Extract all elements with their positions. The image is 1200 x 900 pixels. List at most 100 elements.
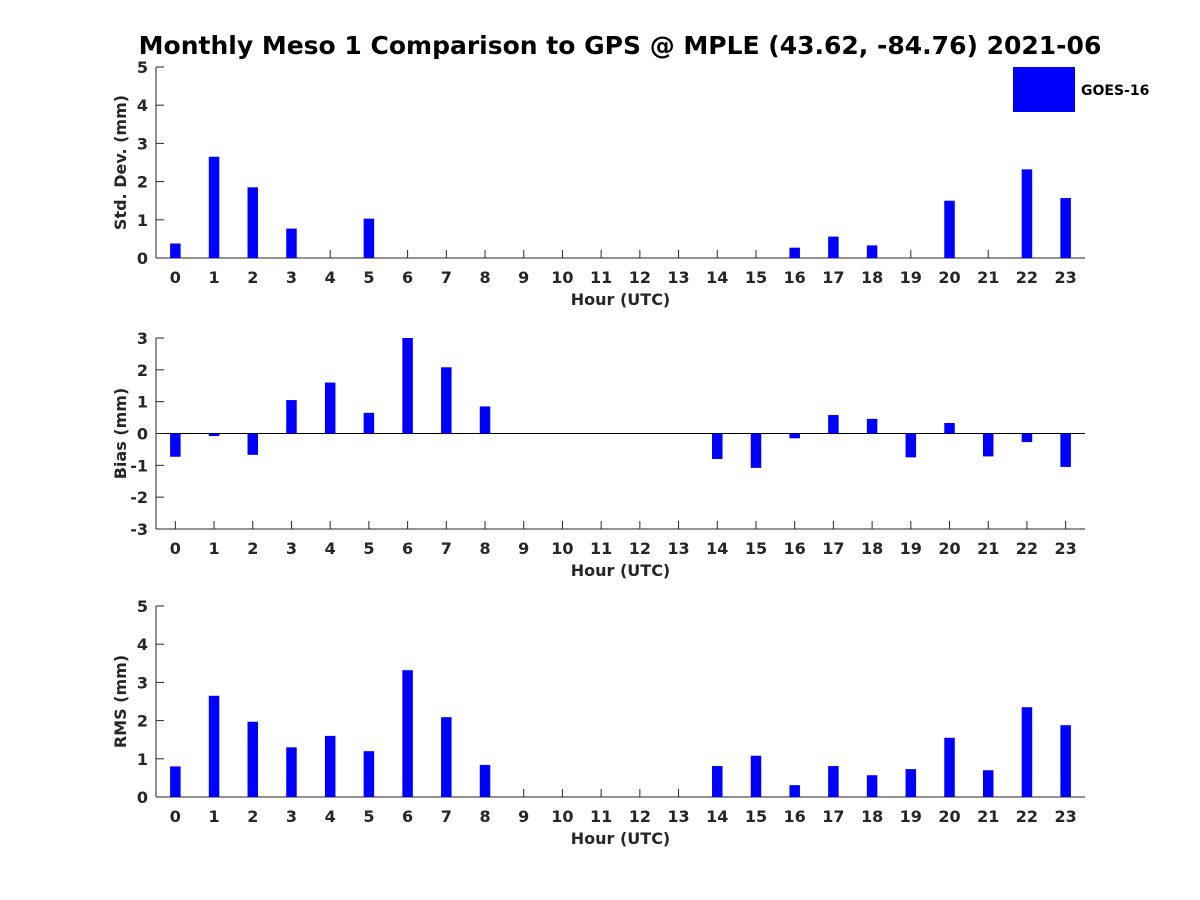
x-tick-label: 4 (325, 539, 336, 558)
x-tick-label: 17 (822, 268, 844, 287)
x-tick-label: 17 (822, 807, 844, 826)
x-tick-label: 3 (286, 268, 297, 287)
bar-hour-19 (905, 433, 917, 458)
x-tick-label: 18 (861, 807, 883, 826)
x-tick-label: 13 (667, 807, 689, 826)
x-tick-label: 13 (667, 268, 689, 287)
bar-hour-14 (712, 433, 723, 459)
bar-hour-2 (247, 187, 259, 258)
x-tick-label: 2 (247, 539, 258, 558)
x-tick-label: 10 (551, 807, 573, 826)
y-tick-label: 4 (137, 96, 148, 115)
bar-hour-18 (866, 245, 878, 258)
x-tick-label: 15 (745, 807, 767, 826)
x-axis-label: Hour (UTC) (571, 290, 671, 309)
legend: GOES-16 (1013, 67, 1149, 112)
bar-hour-18 (866, 775, 878, 797)
y-tick-label: -2 (130, 488, 148, 507)
x-tick-label: 0 (170, 807, 181, 826)
bar-hour-16 (789, 785, 800, 797)
legend-swatch (1013, 67, 1075, 112)
bar-hour-17 (828, 236, 839, 258)
bar-hour-21 (982, 770, 994, 797)
bar-hour-17 (828, 415, 839, 434)
x-tick-label: 12 (629, 539, 651, 558)
x-tick-label: 6 (402, 539, 413, 558)
x-tick-label: 9 (518, 807, 529, 826)
y-tick-label: 5 (137, 58, 148, 77)
x-tick-label: 16 (784, 539, 806, 558)
bar-hour-22 (1021, 433, 1033, 443)
x-tick-label: 15 (745, 268, 767, 287)
bar-hour-1 (208, 695, 220, 797)
x-tick-label: 23 (1055, 268, 1077, 287)
x-tick-label: 14 (706, 268, 728, 287)
bar-hour-6 (402, 670, 413, 797)
x-tick-label: 15 (745, 539, 767, 558)
chart-title: Monthly Meso 1 Comparison to GPS @ MPLE … (139, 31, 1102, 60)
bar-hour-15 (750, 755, 762, 797)
y-axis-label: Std. Dev. (mm) (111, 95, 130, 230)
x-tick-label: 2 (247, 807, 258, 826)
bar-hour-1 (208, 156, 220, 258)
bar-hour-14 (712, 766, 723, 797)
x-tick-label: 19 (900, 268, 922, 287)
x-tick-label: 7 (441, 268, 452, 287)
x-tick-label: 8 (479, 539, 490, 558)
bar-hour-0 (170, 433, 181, 457)
bar-hour-20 (944, 200, 955, 258)
x-tick-label: 6 (402, 268, 413, 287)
y-tick-label: 1 (137, 393, 148, 412)
bar-hour-3 (286, 228, 297, 258)
y-tick-label: 5 (137, 597, 148, 616)
bar-hour-5 (363, 751, 375, 797)
bar-hour-20 (944, 422, 955, 434)
y-tick-label: 3 (137, 673, 148, 692)
bar-hour-7 (441, 367, 452, 434)
bar-hour-17 (828, 766, 839, 797)
y-tick-label: 3 (137, 134, 148, 153)
x-tick-label: 9 (518, 268, 529, 287)
x-tick-label: 20 (938, 268, 960, 287)
x-tick-label: 18 (861, 268, 883, 287)
x-tick-label: 11 (590, 268, 612, 287)
y-tick-label: 0 (137, 788, 148, 807)
x-tick-label: 9 (518, 539, 529, 558)
x-tick-label: 19 (900, 807, 922, 826)
x-tick-label: 16 (784, 807, 806, 826)
x-tick-label: 11 (590, 807, 612, 826)
x-tick-label: 12 (629, 268, 651, 287)
x-tick-label: 11 (590, 539, 612, 558)
bar-hour-7 (441, 717, 452, 797)
bar-hour-18 (866, 418, 878, 434)
x-tick-label: 8 (479, 268, 490, 287)
legend-label: GOES-16 (1081, 83, 1149, 99)
x-tick-label: 6 (402, 807, 413, 826)
y-tick-label: 4 (137, 635, 148, 654)
x-tick-label: 3 (286, 807, 297, 826)
bar-hour-23 (1060, 725, 1071, 797)
bar-hour-16 (789, 247, 800, 258)
y-axis-label: Bias (mm) (111, 388, 130, 480)
y-axis-label: RMS (mm) (111, 655, 130, 748)
y-tick-label: -1 (130, 456, 148, 475)
x-tick-label: 21 (977, 268, 999, 287)
bar-hour-0 (170, 243, 181, 258)
bar-hour-8 (479, 764, 491, 797)
x-tick-label: 22 (1016, 807, 1038, 826)
bar-hour-4 (324, 382, 336, 434)
x-tick-label: 7 (441, 539, 452, 558)
bar-hour-5 (363, 218, 375, 258)
x-tick-label: 19 (900, 539, 922, 558)
x-tick-label: 4 (325, 807, 336, 826)
bar-hour-3 (286, 400, 297, 434)
x-tick-label: 3 (286, 539, 297, 558)
x-tick-label: 16 (784, 268, 806, 287)
y-tick-label: 0 (137, 425, 148, 444)
x-tick-label: 5 (363, 268, 374, 287)
bar-hour-22 (1021, 169, 1033, 258)
x-tick-label: 22 (1016, 539, 1038, 558)
